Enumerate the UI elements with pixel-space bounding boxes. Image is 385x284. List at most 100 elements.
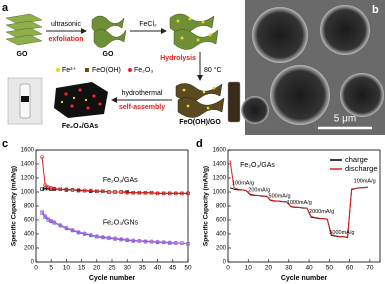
scale-label: 5 μm <box>334 114 356 125</box>
marker <box>101 235 105 239</box>
series-line <box>41 212 189 245</box>
marker <box>137 190 142 195</box>
marker <box>95 234 99 238</box>
panel-label: d <box>196 138 203 150</box>
label: FeO(OH)/GO <box>179 119 221 126</box>
micrograph: b 5 μm <box>241 0 385 135</box>
marker <box>64 225 69 230</box>
x-tick-label: 5 <box>49 265 53 272</box>
x-tick-label: 10 <box>245 265 253 272</box>
y-tick-label: 1200 <box>213 176 227 182</box>
marker <box>119 237 123 241</box>
legend-label: FeO(OH) <box>92 67 121 74</box>
y-tick-label: 400 <box>216 232 227 238</box>
marker <box>174 191 178 196</box>
label: self-assembly <box>119 104 165 111</box>
marker <box>52 220 57 224</box>
annotation: 1000mA/g <box>287 200 312 206</box>
y-tick-label: 0 <box>31 260 35 266</box>
marker <box>167 191 172 196</box>
hydrogel <box>21 96 29 102</box>
schematic: a GO ultrasonic exfoliation GO FeCl₂ Hyd… <box>2 2 241 130</box>
x-tick-label: 60 <box>346 265 354 272</box>
x-tick-label: 45 <box>169 265 177 272</box>
marker <box>40 155 44 159</box>
y-tick-label: 1400 <box>21 162 35 168</box>
x-tick-label: 0 <box>34 265 38 272</box>
legend-label: Fe₂O₃ <box>134 67 153 74</box>
y-axis-label: Specific Capacity (mAh/g) <box>11 166 18 246</box>
series-line <box>41 156 188 194</box>
marker <box>64 187 69 191</box>
marker <box>155 239 160 244</box>
series-line <box>41 211 189 244</box>
legend-label: discharge <box>345 164 378 173</box>
y-tick-label: 800 <box>216 204 227 210</box>
marker <box>70 188 75 192</box>
label: 80 °C <box>204 66 222 74</box>
marker <box>155 191 160 196</box>
marker <box>186 191 190 196</box>
y-tick-label: 200 <box>24 246 35 252</box>
annotation: Fe₂O₃/GAs <box>240 162 275 169</box>
x-axis-label: Cycle number <box>281 275 328 282</box>
panel-label: c <box>2 138 8 150</box>
marker <box>52 186 57 191</box>
marker <box>70 228 75 232</box>
marker <box>76 188 81 192</box>
annotation: 2000mA/g <box>309 209 334 215</box>
x-tick-label: 30 <box>124 265 132 272</box>
y-tick-label: 1000 <box>213 190 227 196</box>
marker <box>131 238 136 243</box>
label: ultrasonic <box>51 21 81 28</box>
x-tick-label: 40 <box>305 265 313 272</box>
marker <box>113 190 117 194</box>
label: Fe₂O₃/GAs <box>62 123 98 130</box>
marker <box>76 230 81 234</box>
label: Hydrolysis <box>160 55 196 62</box>
y-tick-label: 1600 <box>213 148 227 154</box>
marker <box>43 214 47 218</box>
marker <box>149 239 154 244</box>
x-tick-label: 0 <box>226 265 230 272</box>
y-axis-label: Specific Capacity (mAh/g) <box>203 166 210 246</box>
marker <box>82 231 87 236</box>
x-tick-label: 50 <box>184 265 192 272</box>
marker <box>180 191 184 196</box>
legend-label: Fe³⁺ <box>62 67 77 74</box>
marker <box>88 232 93 237</box>
series-line <box>229 160 368 238</box>
x-tick-label: 50 <box>326 265 334 272</box>
marker <box>46 216 50 221</box>
x-tick-label: 20 <box>265 265 273 272</box>
plot-frame <box>35 149 189 263</box>
go-stack <box>5 13 43 46</box>
annotation: Fe₂O₃/GAs <box>103 177 138 184</box>
marker <box>125 237 129 242</box>
marker <box>143 190 148 195</box>
schematic-legend: Fe³⁺ FeO(OH) Fe₂O₃ <box>56 67 153 74</box>
label: GO <box>17 51 28 58</box>
marker <box>58 187 63 191</box>
marker <box>43 183 47 187</box>
y-tick-label: 1600 <box>21 148 35 154</box>
x-tick-label: 40 <box>154 265 162 272</box>
marker <box>149 190 154 195</box>
marker <box>143 239 148 243</box>
marker <box>167 240 172 245</box>
x-tick-label: 30 <box>285 265 293 272</box>
marker <box>125 190 129 195</box>
x-tick-label: 20 <box>93 265 101 272</box>
marker <box>107 190 111 194</box>
label: exfoliation <box>48 36 83 43</box>
marker <box>101 189 105 194</box>
annotation: 100mA/g <box>232 180 254 186</box>
panel-label: b <box>372 4 379 16</box>
marker <box>88 188 93 193</box>
marker <box>40 209 44 214</box>
y-tick-label: 0 <box>223 260 227 266</box>
go-sheets <box>91 15 127 48</box>
marker <box>113 236 117 240</box>
